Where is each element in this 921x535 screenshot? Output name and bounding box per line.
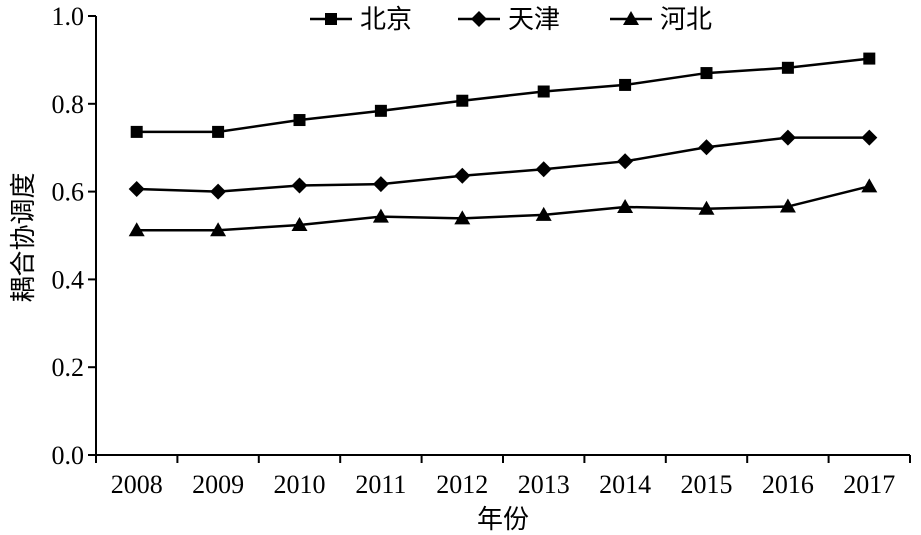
- y-tick-label: 0.2: [52, 353, 85, 382]
- data-point: [212, 125, 225, 138]
- data-point: [535, 161, 552, 178]
- x-tick-label: 2008: [111, 470, 163, 499]
- data-point: [617, 198, 634, 213]
- data-point: [537, 85, 550, 98]
- data-point: [128, 180, 145, 197]
- series-2: [128, 129, 878, 200]
- legend: 北京 天津 河北: [310, 5, 712, 35]
- data-point: [293, 114, 306, 127]
- data-point: [863, 52, 876, 65]
- data-point: [617, 153, 634, 170]
- data-point: [861, 178, 878, 193]
- data-point: [698, 139, 715, 156]
- series-line: [136, 57, 870, 134]
- data-point: [210, 183, 227, 200]
- x-tick-label: 2016: [762, 470, 814, 499]
- data-point: [128, 222, 145, 237]
- legend-label: 河北: [660, 5, 712, 35]
- y-tick-label: 0.6: [52, 178, 85, 207]
- data-point: [456, 94, 469, 107]
- legend-marker: [325, 13, 337, 25]
- y-tick-label: 0.8: [52, 90, 85, 119]
- series-3: [128, 178, 878, 237]
- x-axis-ticks: 2008 2009 2010 2011 2012 2013 2014 2015 2016 2017: [95, 455, 911, 499]
- series-group: [128, 52, 878, 237]
- series-line: [136, 185, 870, 232]
- data-point: [779, 129, 796, 146]
- x-tick-label: 2013: [518, 470, 570, 499]
- series-line: [136, 136, 870, 193]
- legend-entry: 北京: [310, 5, 412, 35]
- x-tick-label: 2015: [681, 470, 733, 499]
- y-axis-title: 耦合协调度: [9, 172, 39, 302]
- x-tick-label: 2010: [274, 470, 326, 499]
- data-point: [454, 167, 471, 184]
- legend-marker: [623, 11, 639, 25]
- legend-label: 天津: [508, 5, 560, 35]
- data-point: [619, 78, 632, 91]
- legend-label: 北京: [360, 5, 412, 35]
- data-point: [374, 104, 387, 117]
- x-tick-label: 2011: [355, 470, 406, 499]
- data-point: [372, 208, 389, 223]
- x-tick-label: 2017: [843, 470, 895, 499]
- x-tick-label: 2014: [599, 470, 651, 499]
- data-point: [861, 129, 878, 146]
- data-point: [291, 216, 308, 231]
- data-point: [781, 61, 794, 74]
- data-point: [700, 67, 713, 80]
- data-point: [535, 206, 552, 221]
- series-1: [130, 52, 876, 138]
- x-tick-label: 2009: [192, 470, 244, 499]
- data-point: [779, 198, 796, 213]
- y-tick-label: 0.0: [52, 441, 85, 470]
- y-tick-label: 1.0: [52, 2, 85, 31]
- x-axis-title: 年份: [477, 505, 529, 535]
- legend-entry: 天津: [458, 5, 560, 35]
- data-point: [454, 210, 471, 225]
- x-tick-label: 2012: [436, 470, 488, 499]
- data-point: [291, 177, 308, 194]
- data-point: [130, 125, 143, 138]
- legend-marker: [471, 11, 487, 27]
- data-point: [372, 176, 389, 193]
- data-point: [210, 222, 227, 237]
- data-point: [698, 200, 715, 215]
- y-axis-ticks: 0.0 0.2 0.4 0.6 0.8 1.0: [52, 2, 96, 470]
- y-tick-label: 0.4: [52, 265, 85, 294]
- legend-entry: 河北: [610, 5, 712, 35]
